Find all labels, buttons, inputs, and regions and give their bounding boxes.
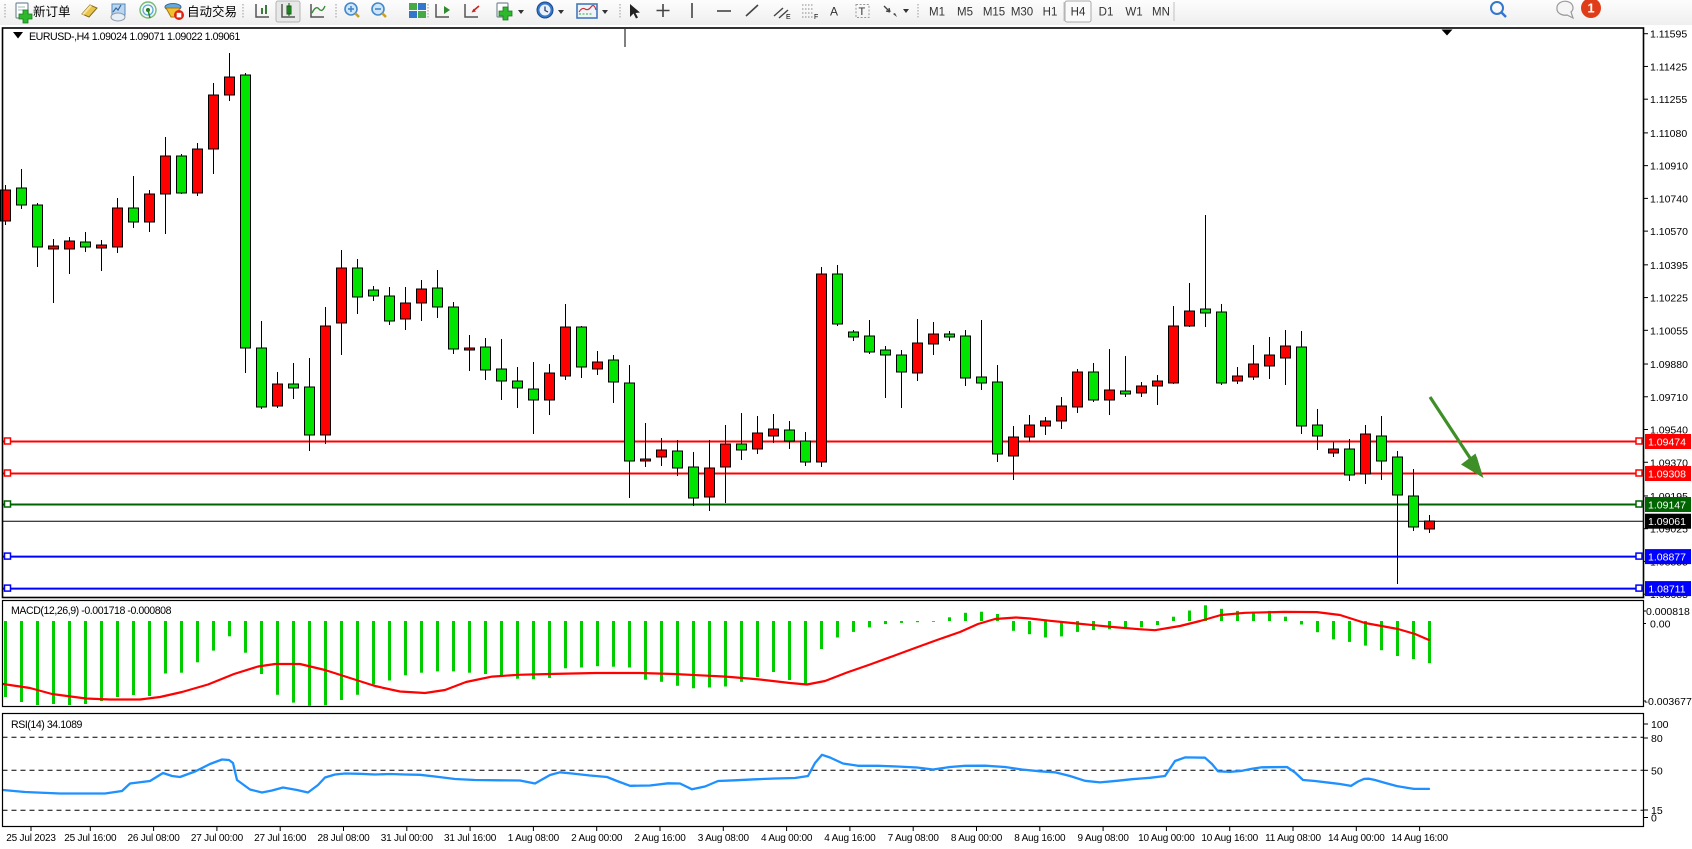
svg-text:MACD(12,26,9) -0.001718 -0.000: MACD(12,26,9) -0.001718 -0.000808: [11, 605, 172, 617]
svg-text:1.09147: 1.09147: [1648, 500, 1686, 512]
svg-text:M5: M5: [957, 7, 973, 19]
svg-text:8 Aug 16:00: 8 Aug 16:00: [1014, 833, 1066, 844]
svg-text:10 Aug 16:00: 10 Aug 16:00: [1201, 833, 1258, 844]
svg-text:25 Jul 16:00: 25 Jul 16:00: [64, 833, 117, 844]
svg-text:H4: H4: [1071, 7, 1086, 19]
svg-text:W1: W1: [1125, 7, 1142, 19]
svg-text:1.09880: 1.09880: [1650, 359, 1688, 371]
svg-text:9 Aug 08:00: 9 Aug 08:00: [1078, 833, 1130, 844]
svg-text:E: E: [786, 14, 791, 21]
svg-text:31 Jul 16:00: 31 Jul 16:00: [444, 833, 497, 844]
svg-text:新订单: 新订单: [33, 4, 71, 19]
svg-text:80: 80: [1651, 733, 1663, 745]
svg-text:14 Aug 00:00: 14 Aug 00:00: [1328, 833, 1385, 844]
svg-text:M15: M15: [983, 7, 1005, 19]
svg-text:1.09061: 1.09061: [1648, 516, 1686, 528]
svg-text:3 Aug 08:00: 3 Aug 08:00: [698, 833, 750, 844]
svg-text:11 Aug 08:00: 11 Aug 08:00: [1265, 833, 1321, 844]
svg-text:4 Aug 00:00: 4 Aug 00:00: [761, 833, 813, 844]
svg-text:27 Jul 16:00: 27 Jul 16:00: [254, 833, 307, 844]
svg-text:1.09710: 1.09710: [1650, 392, 1688, 404]
svg-text:D1: D1: [1099, 7, 1114, 19]
svg-text:自动交易: 自动交易: [187, 4, 237, 19]
svg-text:1.08877: 1.08877: [1648, 552, 1686, 564]
svg-text:A: A: [830, 5, 838, 19]
svg-text:M1: M1: [929, 7, 945, 19]
svg-text:1.09474: 1.09474: [1648, 437, 1686, 449]
svg-text:1: 1: [1587, 1, 1594, 16]
svg-text:1.09308: 1.09308: [1648, 469, 1686, 481]
svg-text:0.00: 0.00: [1650, 619, 1671, 631]
svg-text:2 Aug 00:00: 2 Aug 00:00: [571, 833, 623, 844]
svg-text:F: F: [814, 14, 818, 21]
svg-text:1.08711: 1.08711: [1648, 584, 1685, 596]
svg-text:31 Jul 00:00: 31 Jul 00:00: [381, 833, 434, 844]
svg-text:1.10740: 1.10740: [1650, 193, 1688, 205]
svg-text:1.09540: 1.09540: [1650, 425, 1688, 437]
svg-text:RSI(14) 34.1089: RSI(14) 34.1089: [11, 719, 83, 731]
svg-text:1 Aug 08:00: 1 Aug 08:00: [508, 833, 560, 844]
svg-text:1.10395: 1.10395: [1650, 260, 1688, 272]
svg-text:0.000818: 0.000818: [1646, 606, 1690, 618]
svg-text:1.10570: 1.10570: [1650, 226, 1688, 238]
svg-text:T: T: [859, 6, 866, 18]
svg-text:1.11080: 1.11080: [1650, 128, 1687, 140]
svg-text:28 Jul 08:00: 28 Jul 08:00: [317, 833, 370, 844]
svg-text:8 Aug 00:00: 8 Aug 00:00: [951, 833, 1003, 844]
svg-text:M30: M30: [1011, 7, 1033, 19]
svg-text:4 Aug 16:00: 4 Aug 16:00: [824, 833, 876, 844]
svg-text:15: 15: [1651, 805, 1663, 817]
svg-text:1.10055: 1.10055: [1650, 325, 1688, 337]
svg-text:50: 50: [1651, 765, 1663, 777]
svg-text:100: 100: [1651, 719, 1669, 731]
svg-text:1.11595: 1.11595: [1650, 29, 1687, 41]
svg-text:H1: H1: [1043, 7, 1058, 19]
svg-text:0: 0: [1651, 813, 1657, 825]
svg-text:14 Aug 16:00: 14 Aug 16:00: [1391, 833, 1448, 844]
svg-text:-0.003677: -0.003677: [1645, 696, 1692, 708]
svg-text:27 Jul 00:00: 27 Jul 00:00: [191, 833, 244, 844]
svg-text:2 Aug 16:00: 2 Aug 16:00: [634, 833, 686, 844]
svg-text:7 Aug 08:00: 7 Aug 08:00: [888, 833, 940, 844]
svg-text:1.11255: 1.11255: [1650, 94, 1687, 106]
svg-text:26 Jul 08:00: 26 Jul 08:00: [128, 833, 181, 844]
svg-text:1.11425: 1.11425: [1650, 61, 1687, 73]
svg-text:EURUSD-,H4 1.09024 1.09071 1.: EURUSD-,H4 1.09024 1.09071 1.09022 1.090…: [29, 31, 240, 43]
svg-text:1.10225: 1.10225: [1650, 293, 1688, 305]
svg-text:MN: MN: [1152, 7, 1170, 19]
svg-text:25 Jul 2023: 25 Jul 2023: [6, 833, 56, 844]
svg-text:1.10910: 1.10910: [1650, 161, 1688, 173]
svg-text:10 Aug 00:00: 10 Aug 00:00: [1138, 833, 1195, 844]
